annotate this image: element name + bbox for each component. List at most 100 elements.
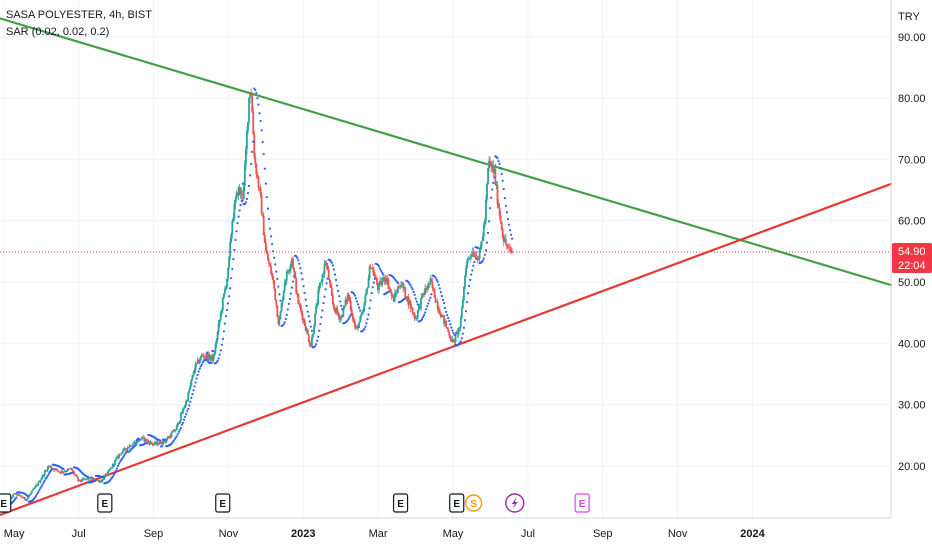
- sar-point: [341, 308, 344, 311]
- sar-point: [313, 345, 317, 348]
- sar-point: [447, 316, 450, 320]
- candle-body: [363, 303, 366, 312]
- sar-point: [444, 310, 448, 313]
- sar-point: [365, 322, 368, 325]
- sar-point: [47, 472, 50, 475]
- candle-body: [395, 293, 398, 294]
- sar-point: [248, 174, 252, 177]
- candle-body: [269, 263, 271, 267]
- x-tick-label: Jul: [72, 528, 86, 540]
- candle-body: [457, 327, 460, 335]
- sar-point: [277, 285, 280, 288]
- time-axis[interactable]: May Jul Sep Nov 2023 Mar May Jul Sep Nov 2024: [0, 517, 891, 540]
- sar-point: [146, 442, 149, 445]
- candle-body: [16, 492, 19, 496]
- sar-point: [239, 204, 242, 207]
- candle-body: [358, 322, 360, 329]
- candle-body: [162, 440, 164, 445]
- earnings-marker-icon[interactable]: [574, 493, 590, 513]
- sar-point: [503, 197, 506, 200]
- candle-body: [359, 316, 362, 323]
- sar-point: [498, 162, 501, 166]
- sar-point: [173, 438, 176, 441]
- sar-point: [511, 237, 514, 240]
- candle-body: [203, 356, 205, 358]
- earnings-marker-icon[interactable]: [97, 493, 113, 513]
- candle-body: [179, 413, 182, 421]
- sar-point: [259, 119, 262, 123]
- symbol-title[interactable]: SASA POLYESTER, 4h, BIST: [6, 9, 152, 21]
- sar-point: [318, 329, 321, 332]
- candle-body: [124, 448, 127, 450]
- candle-body: [312, 333, 314, 337]
- sar-point: [317, 335, 320, 338]
- candle-body: [211, 355, 214, 361]
- trendline-resistance[interactable]: [0, 17, 893, 287]
- sar-point: [212, 350, 215, 353]
- y-tick-label: 20.00: [898, 461, 926, 473]
- sar-point: [158, 439, 162, 442]
- sar-point: [172, 439, 175, 443]
- last-price-box[interactable]: [892, 242, 932, 273]
- candle-body: [302, 319, 305, 321]
- candle-body: [20, 496, 23, 498]
- candle-body: [389, 289, 392, 292]
- candle-body: [274, 288, 277, 301]
- candle-body: [106, 471, 109, 476]
- sar-point: [467, 292, 470, 295]
- sar-point: [116, 464, 120, 467]
- sar-point: [122, 456, 125, 459]
- candle-body: [377, 284, 379, 291]
- candle-body: [123, 448, 126, 450]
- candle-body: [177, 422, 180, 424]
- earnings-marker-icon[interactable]: [392, 493, 409, 513]
- candle-body: [369, 266, 372, 269]
- sar-point: [230, 277, 233, 280]
- sar-point: [194, 381, 197, 384]
- sar-point: [462, 326, 466, 329]
- candle-body: [498, 207, 501, 216]
- candle-body: [381, 281, 384, 286]
- indicator-title[interactable]: SAR (0.02, 0.02, 0.2): [6, 26, 110, 38]
- candle-body: [118, 454, 120, 458]
- earnings-marker-icon[interactable]: [449, 493, 465, 513]
- candle-body: [317, 290, 320, 304]
- candle-body: [244, 148, 247, 166]
- candle-body: [273, 280, 276, 289]
- candle-body: [385, 278, 388, 283]
- candle-body: [339, 318, 342, 320]
- sar-point: [486, 231, 490, 234]
- price-axis[interactable]: 20.00 30.00 40.00 50.00 60.00 70.00 80.00 90.00…: [890, 0, 926, 518]
- candle-body: [145, 438, 148, 442]
- earnings-marker-icon[interactable]: [0, 493, 12, 513]
- sar-point: [217, 357, 220, 360]
- candle-body: [275, 300, 278, 306]
- candle-body: [207, 353, 210, 361]
- sar-point: [508, 229, 512, 232]
- sar-point: [414, 297, 417, 300]
- sar-point: [115, 467, 119, 470]
- candle-body: [379, 281, 381, 283]
- candle-body: [321, 274, 324, 283]
- sar-point: [438, 287, 441, 290]
- candle-body: [328, 279, 331, 284]
- candle-body: [442, 314, 444, 316]
- sar-point: [369, 299, 372, 302]
- trendline-support[interactable]: [0, 182, 893, 517]
- candle-body: [185, 400, 188, 406]
- candle-body: [165, 439, 168, 443]
- split-marker-icon[interactable]: [464, 494, 483, 512]
- candle-body: [252, 111, 255, 135]
- candle-body: [374, 276, 377, 279]
- sar-point: [297, 259, 300, 262]
- earnings-marker-icon[interactable]: [215, 493, 231, 513]
- candle-body: [325, 262, 328, 265]
- candle-body: [83, 478, 86, 480]
- candle-body: [159, 441, 161, 444]
- sar-point: [306, 310, 309, 313]
- sar-point: [396, 281, 399, 285]
- candle-body: [509, 247, 511, 249]
- candle-body: [296, 293, 299, 295]
- candle-body: [146, 440, 149, 442]
